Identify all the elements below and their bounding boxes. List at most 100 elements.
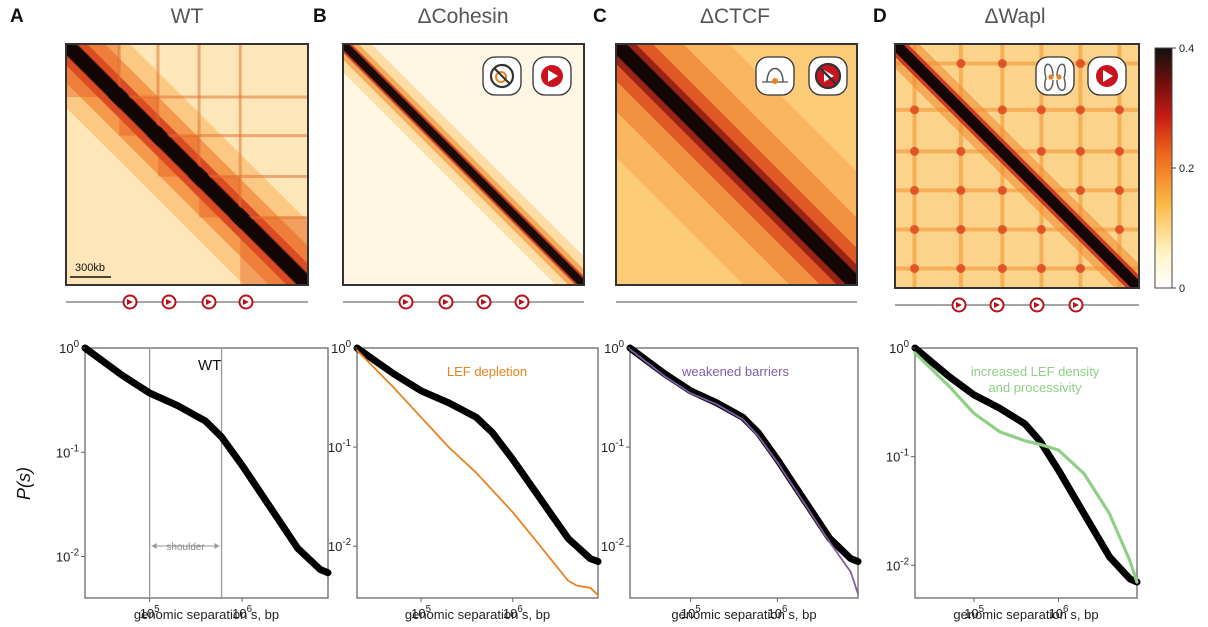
y-tick-label: 10-2	[601, 537, 624, 554]
panel-letter-c: C	[593, 6, 607, 27]
series-line-weakened-barriers	[629, 348, 859, 595]
loop-dot	[956, 185, 966, 195]
x-axis-label: genomic separation s, bp	[134, 607, 279, 622]
loop-dot	[910, 224, 920, 234]
loop-dot	[910, 185, 920, 195]
loop-dot	[1075, 185, 1085, 195]
y-tick-label: 100	[331, 339, 351, 356]
loop-dot	[997, 185, 1007, 195]
colorbar-tick-label: 0.4	[1179, 43, 1194, 55]
y-tick-label: 10-1	[328, 438, 351, 455]
loop-dot	[1075, 59, 1085, 69]
x-tick-label: 106	[1049, 604, 1069, 621]
loop-dot	[997, 105, 1007, 115]
y-tick-label: 10-2	[56, 548, 79, 565]
plot-frame	[629, 347, 859, 599]
panel-letter-d: D	[873, 6, 887, 27]
colorbar-gradient	[1154, 47, 1173, 289]
series-label: increased LEF density and processivity	[971, 364, 1100, 395]
series-line-wt	[81, 344, 332, 577]
shoulder-arrowhead-left	[151, 543, 157, 549]
y-tick-label: 100	[604, 339, 624, 356]
heatmap-panel-b	[342, 43, 585, 310]
heatmap-diagonal-band	[895, 44, 1139, 288]
loop-dot	[956, 224, 966, 234]
ctcf-arrow-icon	[994, 302, 1000, 308]
ctcf-arrow-icon	[1034, 302, 1040, 308]
panel-letter-a: A	[10, 6, 24, 27]
loop-dot	[1114, 185, 1124, 195]
heatmap-diagonal-band	[66, 44, 308, 285]
ctcf-arrow-icon	[166, 299, 172, 305]
series-label: LEF depletion	[447, 364, 527, 379]
x-axis-label: genomic separation s, bp	[671, 607, 816, 622]
heatmap-diagonal-band	[343, 44, 584, 285]
ctcf-arrow-icon	[206, 299, 212, 305]
series-line-reference	[626, 344, 862, 565]
loop-dot	[956, 59, 966, 69]
y-tick-label: 10-2	[328, 537, 351, 554]
heatmap-frame	[65, 43, 309, 286]
series-line-reference	[911, 344, 1141, 586]
series-line-increased-lef-density-and-processivity	[913, 351, 1139, 584]
x-tick-label: 105	[411, 604, 431, 621]
heatmap-panel-d	[894, 43, 1140, 313]
loop-dot	[1114, 224, 1124, 234]
x-tick-label: 106	[503, 604, 523, 621]
ctcf-arrow-icon	[481, 299, 487, 305]
x-axis-label: genomic separation s, bp	[953, 607, 1098, 622]
loop-dot	[997, 59, 1007, 69]
shoulder-arrowhead-right	[214, 543, 220, 549]
ctcf-arrow-icon	[1073, 302, 1079, 308]
panel-title-d: ΔWapl	[984, 5, 1046, 28]
ctcf-arrow-icon	[127, 299, 133, 305]
shared-y-axis-label: P(s)	[14, 467, 34, 500]
loop-dot	[1075, 105, 1085, 115]
shoulder-label: shoulder	[166, 542, 205, 553]
y-tick-label: 100	[59, 339, 79, 356]
loop-dot	[997, 224, 1007, 234]
series-line-lef-depletion	[356, 349, 599, 597]
ctcf-arrow-icon	[443, 299, 449, 305]
loop-dot	[1036, 224, 1046, 234]
ctcf-arrow-icon	[403, 299, 409, 305]
heatmap-frame	[894, 43, 1140, 289]
loop-dot	[1036, 146, 1046, 156]
no-cohesin-icon	[482, 56, 522, 96]
loop-dot	[910, 105, 920, 115]
series-label: WT	[198, 357, 221, 374]
no-ctcf-icon	[808, 56, 848, 96]
loop-dot	[1075, 263, 1085, 273]
loop-icon	[755, 56, 795, 96]
panel-title-c: ΔCTCF	[699, 5, 770, 28]
series-line-reference	[353, 344, 602, 565]
y-tick-label: 100	[889, 339, 909, 356]
heatmap-frame	[342, 43, 585, 286]
colorbar-tick-label: 0.2	[1179, 163, 1194, 175]
ctcf-arrow-icon	[519, 299, 525, 305]
x-tick-label: 106	[232, 604, 252, 621]
loop-dot	[910, 146, 920, 156]
heatmap-frame	[615, 43, 858, 286]
loop-dot	[956, 146, 966, 156]
y-tick-label: 10-1	[886, 448, 909, 465]
x-tick-label: 105	[140, 604, 160, 621]
x-tick-label: 106	[767, 604, 787, 621]
y-tick-label: 10-2	[886, 556, 909, 573]
loop-dot	[1114, 105, 1124, 115]
heatmap-panel-a	[65, 43, 309, 310]
panel-title-b: ΔCohesin	[417, 5, 509, 28]
x-tick-label: 105	[964, 604, 984, 621]
ctcf-icon	[532, 56, 572, 96]
double-loop-icon	[1035, 56, 1075, 96]
ctcf-arrow-icon	[243, 299, 249, 305]
panel-letter-b: B	[313, 6, 327, 27]
heatmap-panel-c	[615, 43, 858, 303]
scalebar-label: 300kb	[75, 262, 105, 274]
ctcf-arrow-icon	[956, 302, 962, 308]
